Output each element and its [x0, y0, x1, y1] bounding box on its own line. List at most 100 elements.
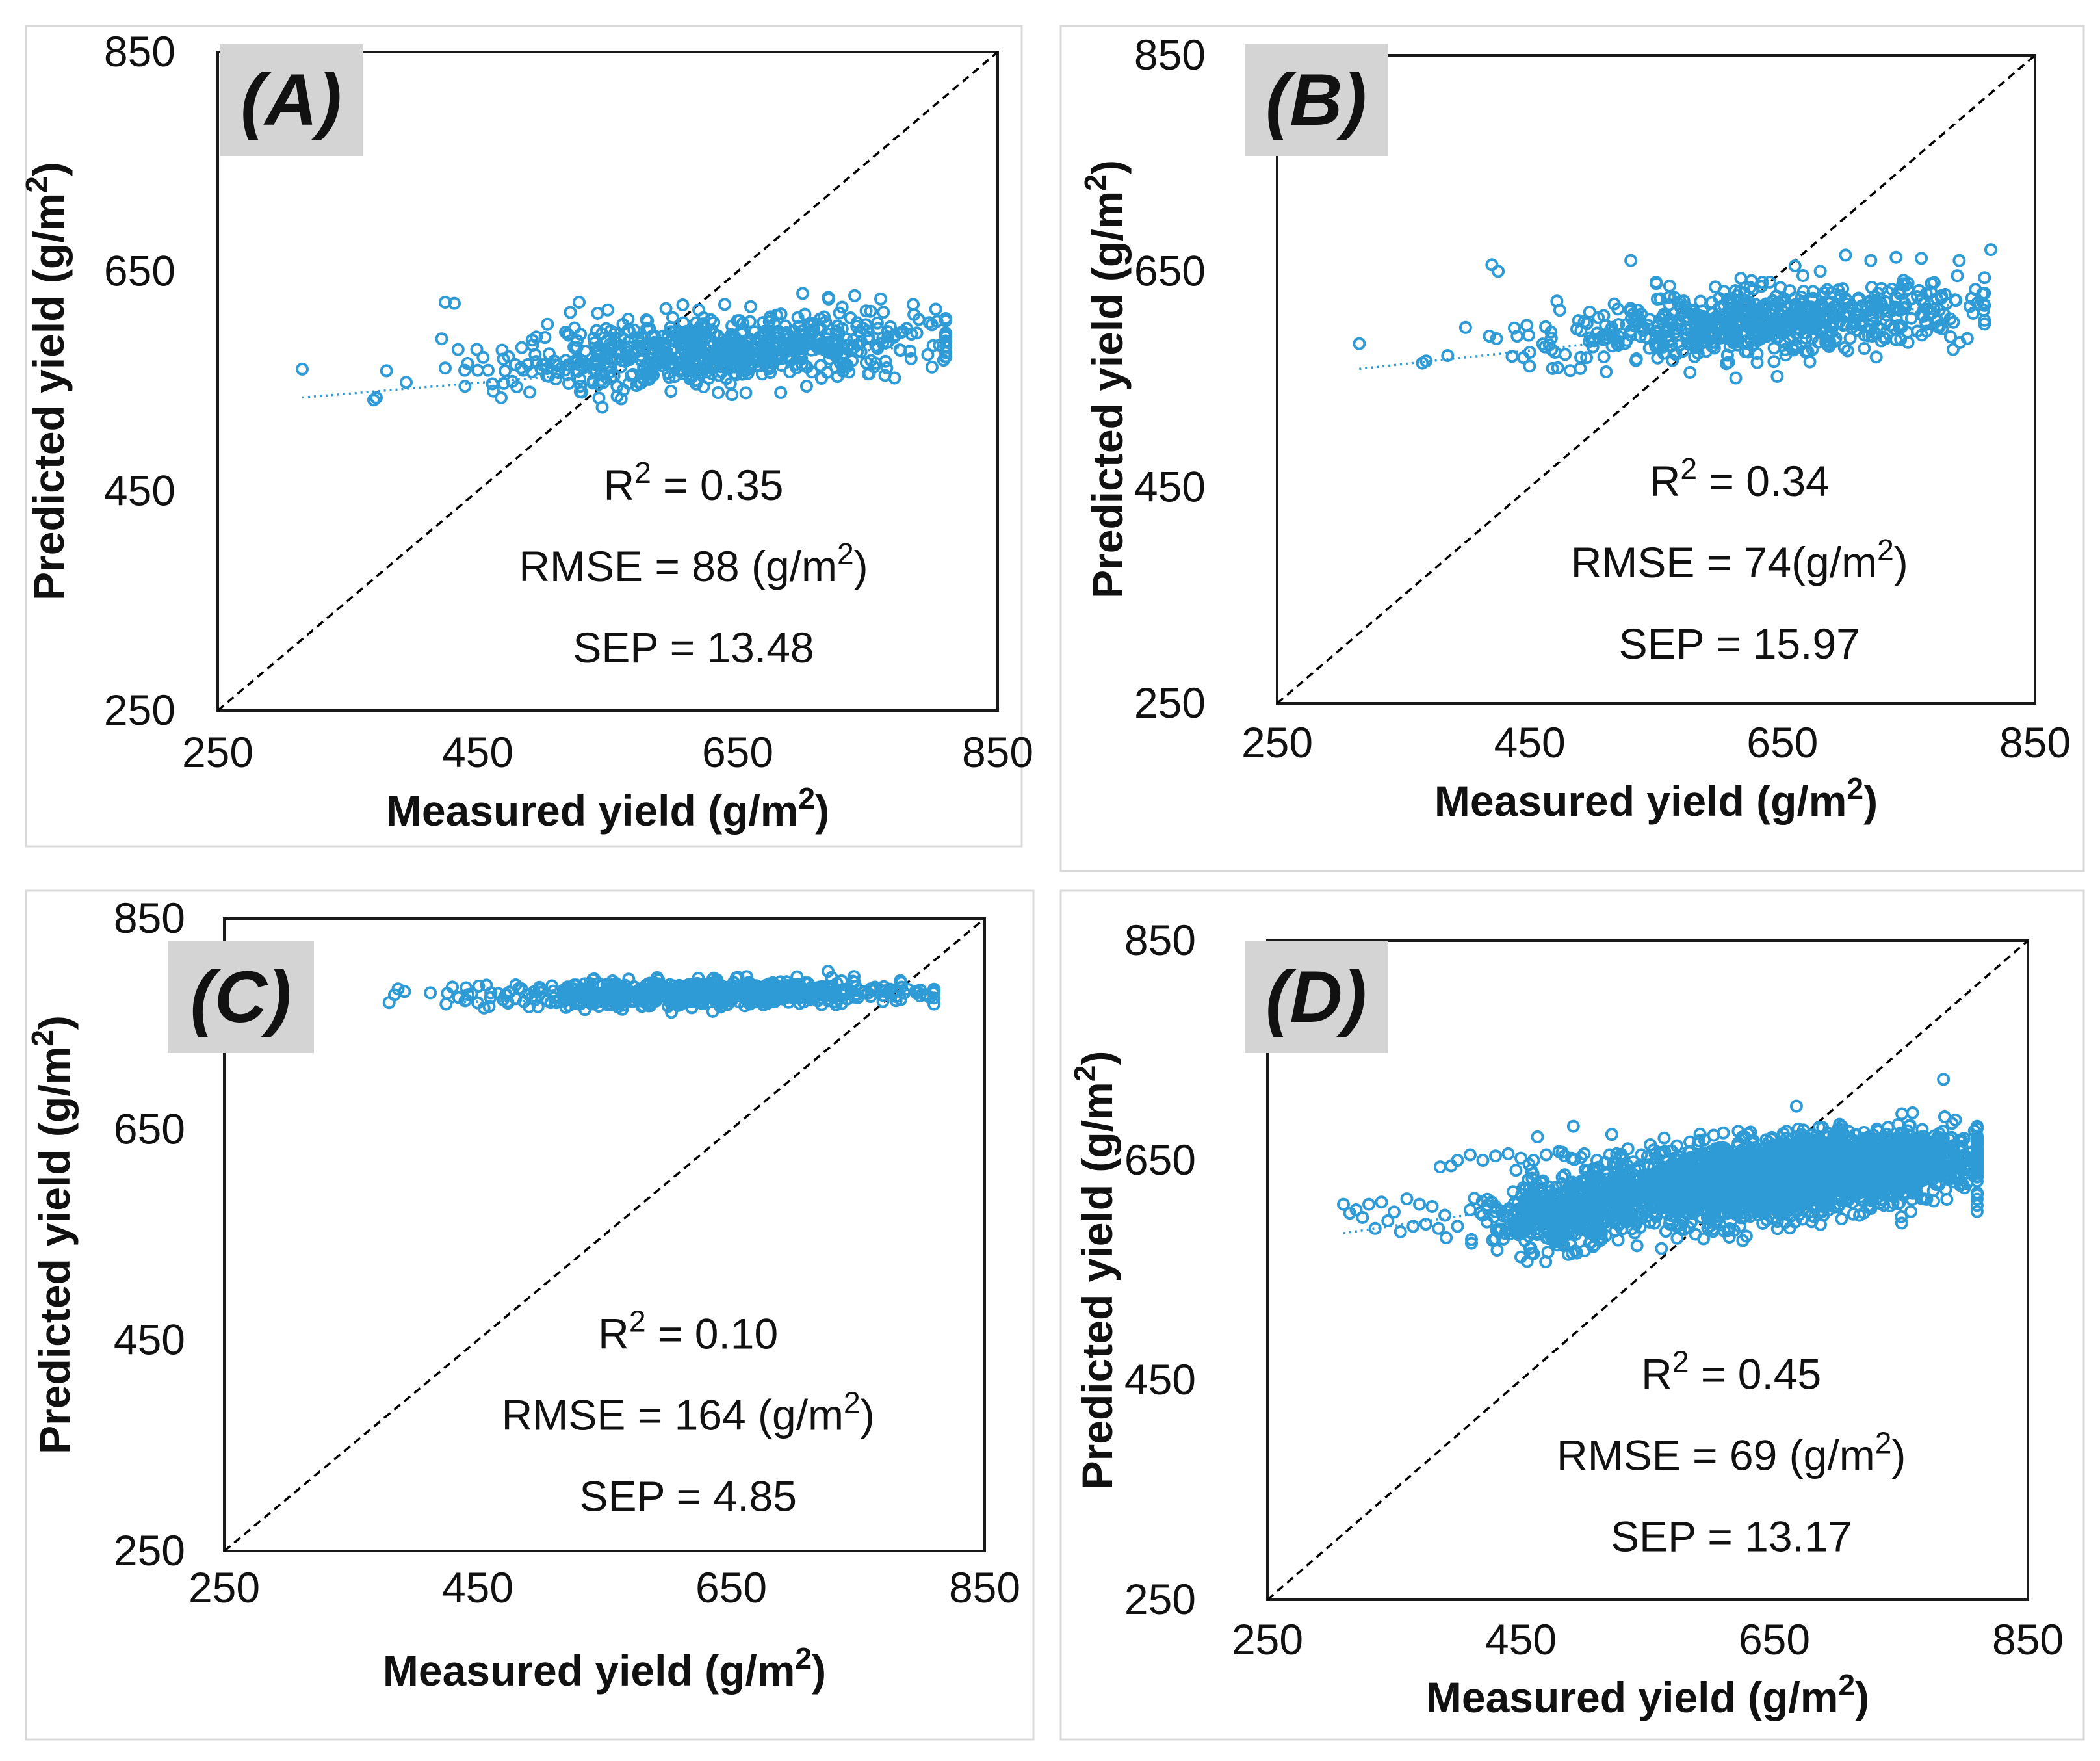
data-point [658, 342, 671, 356]
data-point [1774, 322, 1788, 336]
data-point [619, 348, 632, 362]
data-point [534, 983, 547, 997]
data-point [1978, 298, 1991, 312]
data-point [539, 358, 552, 371]
data-point [859, 304, 873, 318]
data-point [1381, 1214, 1395, 1227]
data-point [1839, 248, 1852, 262]
data-point [1653, 1184, 1667, 1198]
data-point [1809, 320, 1823, 333]
data-point [1937, 1073, 1951, 1086]
data-point [1605, 1128, 1618, 1141]
data-point [1568, 1153, 1581, 1166]
y-tick-label: 650 [104, 247, 175, 295]
data-point [880, 361, 894, 374]
data-point [1577, 315, 1591, 328]
data-point [567, 340, 581, 354]
data-point [1796, 296, 1810, 310]
data-point [927, 991, 940, 1005]
data-point [1926, 306, 1939, 320]
data-point [1642, 1188, 1655, 1202]
data-point [1722, 356, 1735, 369]
panel-frame [25, 25, 1023, 848]
data-point [1451, 1154, 1464, 1167]
data-point [1635, 1148, 1648, 1162]
stat-label: R2 = 0.10 [598, 1305, 778, 1358]
data-point [939, 330, 952, 344]
data-point [1706, 1222, 1720, 1236]
data-point [1741, 337, 1755, 350]
data-point [603, 365, 616, 379]
data-point [1657, 1131, 1671, 1145]
data-point [625, 986, 639, 1000]
data-point [1723, 1222, 1737, 1236]
data-point [755, 367, 769, 381]
data-point [767, 356, 781, 370]
data-point [673, 985, 687, 999]
data-point [1438, 1208, 1451, 1222]
data-point [1829, 309, 1843, 322]
data-point [665, 344, 679, 358]
data-point [703, 976, 716, 990]
data-point [878, 369, 892, 382]
data-point [1531, 1130, 1544, 1143]
data-point [1676, 1175, 1690, 1188]
data-point [583, 981, 597, 995]
data-point [1943, 330, 1957, 344]
data-point [818, 310, 831, 324]
data-point [564, 306, 577, 319]
x-tick-label: 250 [182, 728, 253, 776]
data-point [391, 982, 405, 996]
data-point [1844, 300, 1858, 314]
data-point [605, 983, 619, 997]
data-point [1938, 1110, 1951, 1123]
y-tick-label: 850 [1134, 31, 1206, 79]
data-point [1931, 320, 1945, 333]
data-point [1843, 332, 1857, 345]
data-point [470, 343, 484, 356]
data-point [791, 332, 805, 346]
data-point [1406, 1220, 1420, 1233]
data-point [1732, 309, 1746, 323]
data-point [1858, 342, 1871, 356]
data-point [1490, 332, 1503, 346]
data-point [1653, 1147, 1666, 1161]
data-point [1739, 345, 1752, 358]
data-point [575, 354, 589, 367]
x-tick-label: 650 [702, 728, 773, 776]
data-point [1652, 1172, 1666, 1186]
data-point [1501, 1147, 1515, 1160]
data-point [1523, 359, 1536, 373]
data-point [1661, 1182, 1675, 1196]
data-point [1650, 277, 1663, 291]
data-point [664, 325, 678, 339]
data-point [1853, 1208, 1867, 1222]
data-point [1885, 283, 1899, 296]
scatter-points [296, 287, 952, 414]
panel-frame [25, 889, 1035, 1741]
data-point [461, 357, 474, 371]
data-point [1636, 321, 1650, 335]
data-point [806, 326, 820, 340]
data-point [1865, 298, 1878, 311]
data-point [1767, 341, 1781, 355]
data-point [559, 325, 573, 339]
data-point [1869, 350, 1883, 364]
data-point [531, 1000, 545, 1013]
data-point [1684, 1162, 1698, 1175]
y-tick-label: 250 [114, 1526, 185, 1574]
data-point [1621, 1142, 1635, 1156]
data-point [1947, 315, 1960, 329]
data-point [1702, 1165, 1716, 1179]
stat-label: R2 = 0.34 [1650, 452, 1830, 505]
data-point [807, 989, 821, 1003]
data-point [862, 367, 876, 380]
stat-label: SEP = 13.48 [573, 623, 814, 672]
data-point [614, 392, 628, 406]
x-axis-label: Measured yield (g/m2) [1434, 772, 1878, 825]
identity-line [223, 917, 986, 1552]
data-point [757, 325, 771, 339]
data-point [1607, 297, 1621, 311]
data-point [676, 298, 690, 311]
data-point [1394, 1225, 1407, 1238]
